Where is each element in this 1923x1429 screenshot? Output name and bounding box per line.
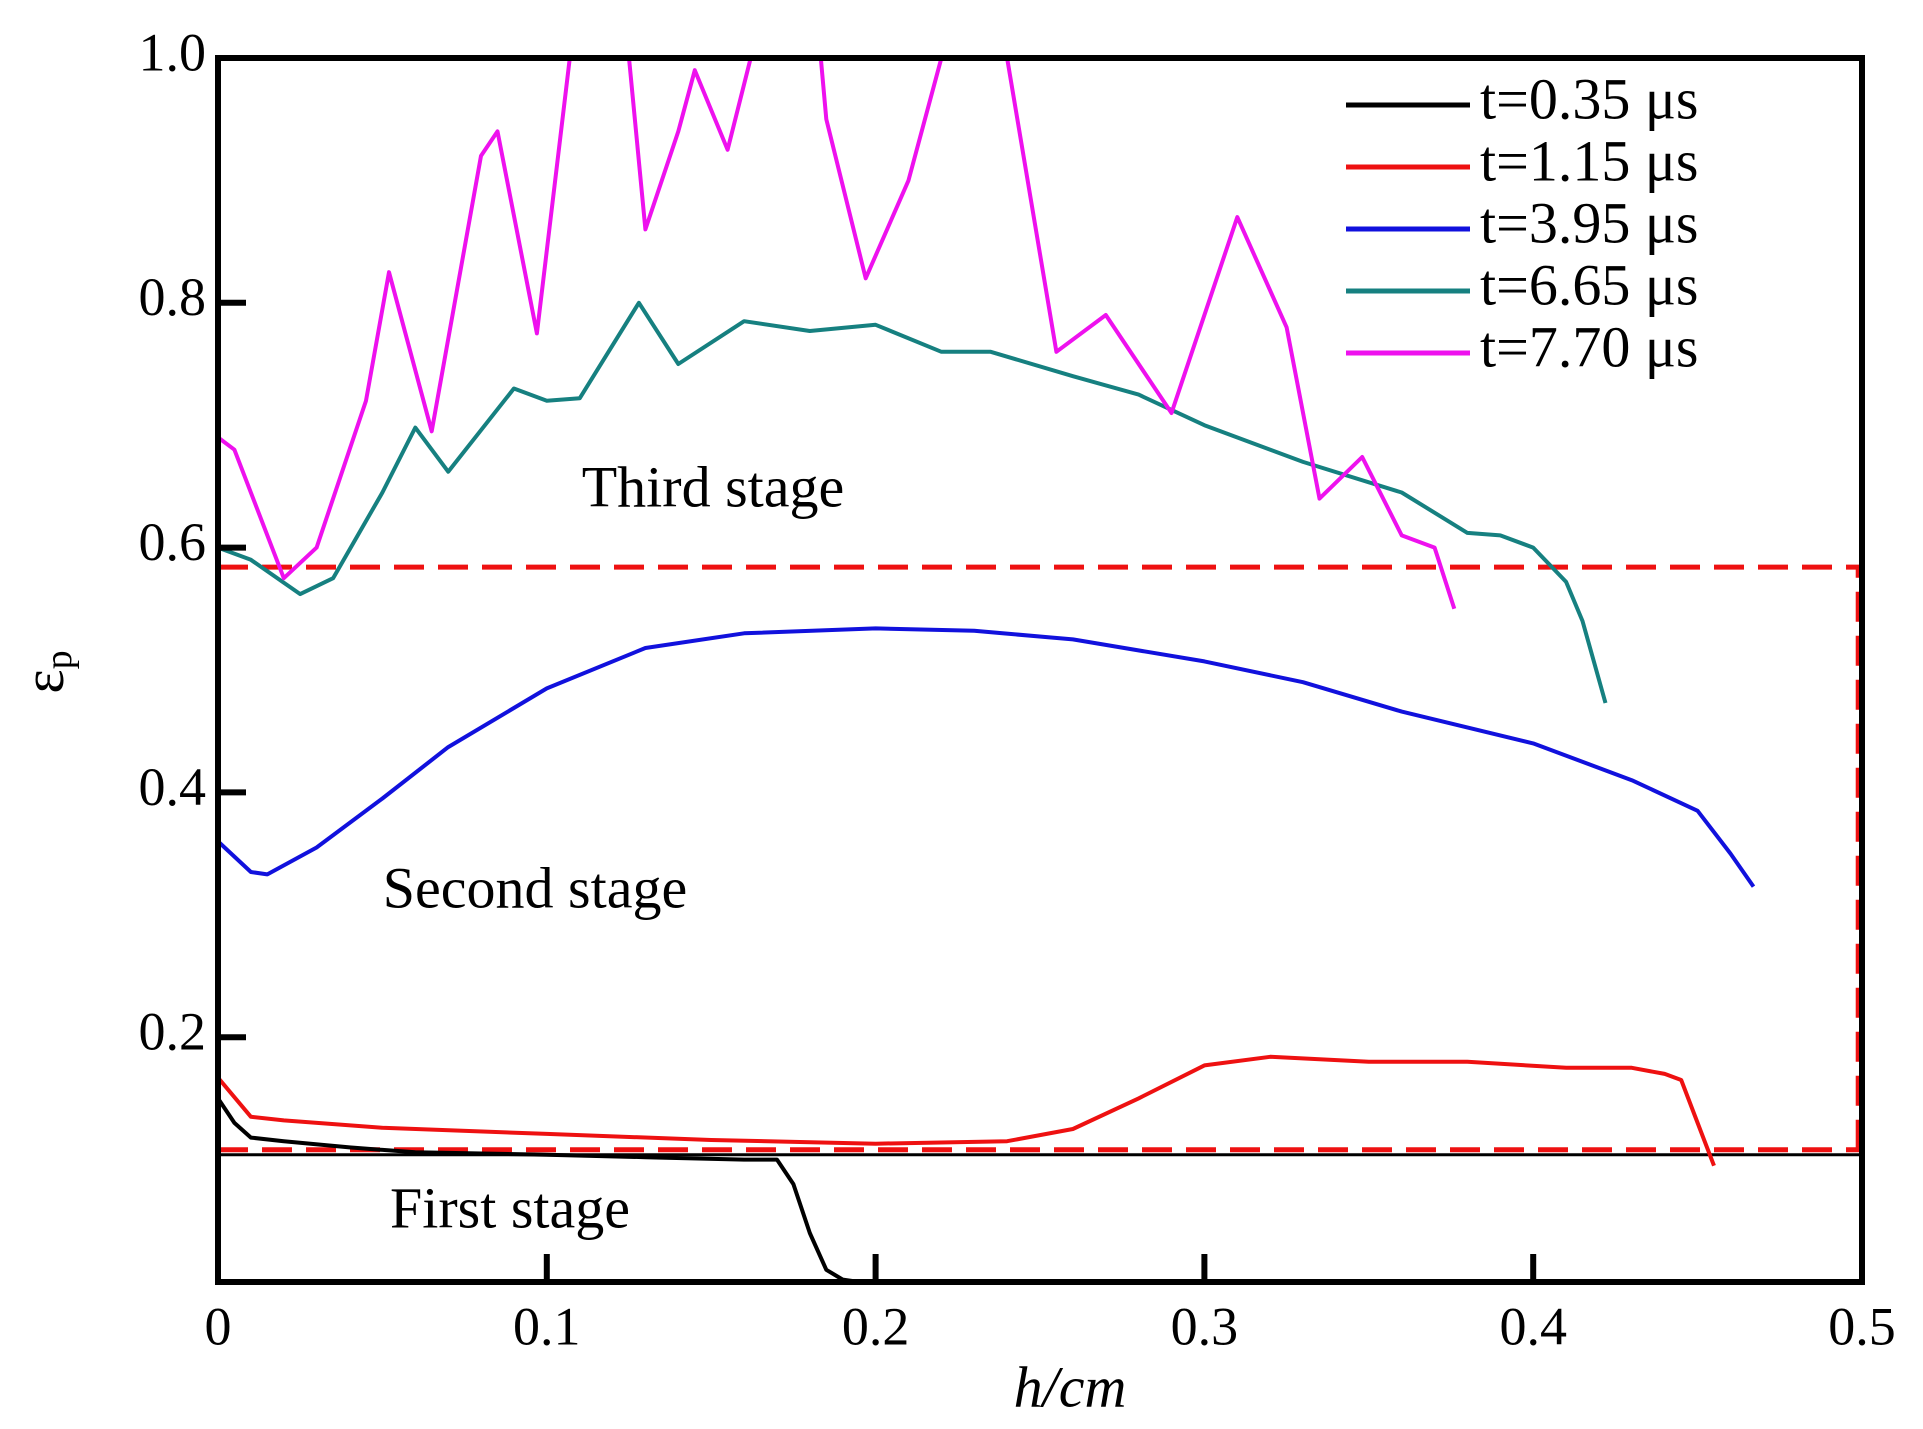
x-tick-label: 0.3 [1171,1296,1239,1356]
annotation: Third stage [582,454,845,519]
x-tick-label: 0.5 [1828,1296,1896,1356]
series-line [218,626,1756,888]
y-tick-label: 0.4 [139,757,207,817]
y-tick-label: 1.0 [139,22,207,82]
legend-label: t=7.70 μs [1480,314,1699,379]
series-line [218,300,1608,704]
legend-label: t=1.15 μs [1480,128,1699,193]
x-tick-label: 0.4 [1499,1296,1567,1356]
annotation: First stage [390,1175,630,1240]
x-tick-label: 0 [205,1296,232,1356]
y-tick-label: 0.8 [139,267,207,327]
x-axis-label: h/cm [1014,1354,1127,1419]
series-line [218,1097,860,1282]
plot-frame [215,55,1865,1285]
legend-label: t=6.65 μs [1480,252,1699,317]
y-tick-label: 0.6 [139,512,207,572]
legend-label: t=3.95 μs [1480,190,1699,255]
legend-label: t=0.35 μs [1480,66,1699,131]
x-tick-label: 0.2 [842,1296,910,1356]
series-line [218,58,1457,610]
y-tick-label: 0.2 [139,1002,207,1062]
x-tick-label: 0.1 [513,1296,581,1356]
y-axis-subscript: p [38,650,80,669]
y-axis-symbol: ε [11,669,76,693]
series-line [218,1054,1716,1167]
plot-area [218,58,1862,1282]
annotation: Second stage [383,855,687,920]
y-axis-label: εp [11,650,79,693]
